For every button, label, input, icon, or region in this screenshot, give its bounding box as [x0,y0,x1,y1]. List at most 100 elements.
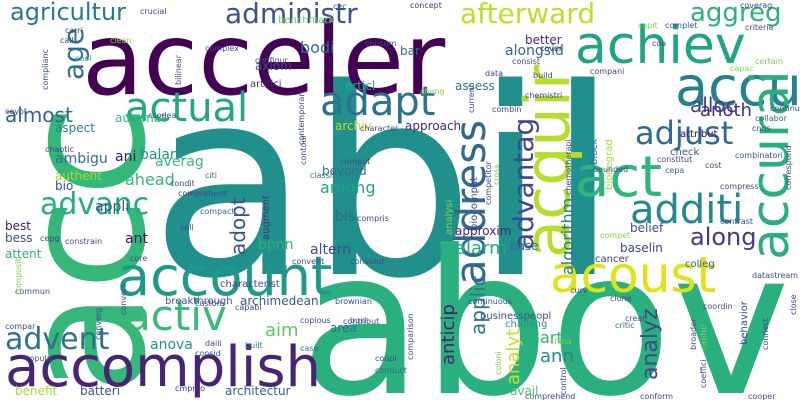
word: cmpmo [175,384,205,393]
word: cepg [40,234,60,243]
word: crucial [140,7,167,16]
word: better [525,33,562,47]
word: coeffici [699,359,708,388]
word: comprehens [178,189,228,198]
word: art [540,328,563,347]
word: current [467,84,476,113]
word: ani [115,149,137,165]
word: area [330,321,357,335]
word: combin [492,105,522,114]
word: augment [261,195,272,240]
word: china [550,337,572,346]
word: curv [570,286,588,295]
word: base [510,239,539,253]
word: assess [455,79,495,93]
word: daili [205,339,222,348]
word: breakthrough [165,296,233,307]
word: capabl [235,303,262,312]
word: bio [55,179,74,193]
word: busi [350,316,367,325]
word: administr [225,0,358,30]
word: account [117,245,333,308]
word: core [130,254,148,263]
word: contribut [343,317,380,326]
word: colleg [685,259,715,270]
word: citi [205,171,217,180]
word: agricultur [10,0,127,26]
word: best [5,219,31,233]
word: along [690,223,757,251]
word: bess [5,231,33,245]
word: cross [492,164,501,185]
word: built [245,341,263,350]
word: adjust [635,114,734,152]
word: datastream [752,271,799,280]
word: additi [630,187,744,233]
word: convent [292,257,325,266]
word: clone [610,294,632,303]
word: compris [357,214,389,223]
word: creat [625,314,646,323]
word: acoust [550,246,717,304]
word: consid [195,349,221,358]
word: activ [125,291,227,340]
word: achiev [575,16,746,76]
word: concept [410,1,442,10]
word: consum [365,39,397,48]
word: balanc [140,147,187,163]
word: coverag [740,1,773,10]
word: accomplish [5,335,322,400]
word: artifici [250,79,282,90]
word: control [559,367,568,395]
word: behavior [739,301,750,345]
word: ann [540,346,574,367]
word: abil [150,34,619,336]
word: commun [15,287,51,296]
word: criteria [745,23,774,32]
word: comprehend [525,392,576,400]
word: composit [14,258,23,295]
word: adopt [226,197,250,255]
word: convers [119,283,128,315]
word: copious [300,316,331,325]
word: copula [25,354,52,363]
word: appli [95,199,130,215]
word: altern [310,242,351,258]
word: contour [299,134,308,165]
word: bpnn [258,237,294,253]
word: anova [150,337,193,353]
word: belief [630,221,664,235]
word: attent [5,247,42,261]
word: archimedean [240,294,319,308]
word: brownian [335,297,372,306]
word: businesspeopl [480,311,552,322]
word: anticip [438,304,459,365]
word: combinatori [735,151,783,160]
word: convolut [350,257,385,266]
word: adapt [320,79,436,125]
word: close [789,294,798,315]
word: aspect [55,121,95,135]
word: cec [333,2,347,11]
word: coordin [703,302,733,311]
word: check [670,147,700,158]
word: constitut [657,155,693,164]
word: articl [345,79,376,93]
word: acceler [82,1,446,118]
word: analysi [444,199,455,235]
word: chemotherapi [564,139,573,195]
word: character [360,124,399,133]
word: alloc [690,93,737,117]
word: benchmark [278,15,335,26]
word: challeng [505,319,548,330]
word: bilinear [174,55,183,85]
word: constrain [65,237,103,246]
word: cell [180,223,194,232]
word: actual [125,85,249,131]
word: attribut [680,129,718,140]
word: block [589,138,600,165]
word: contrast [720,217,753,226]
word: compet [600,231,631,240]
word: connect [761,318,770,350]
word: cool [75,54,92,63]
